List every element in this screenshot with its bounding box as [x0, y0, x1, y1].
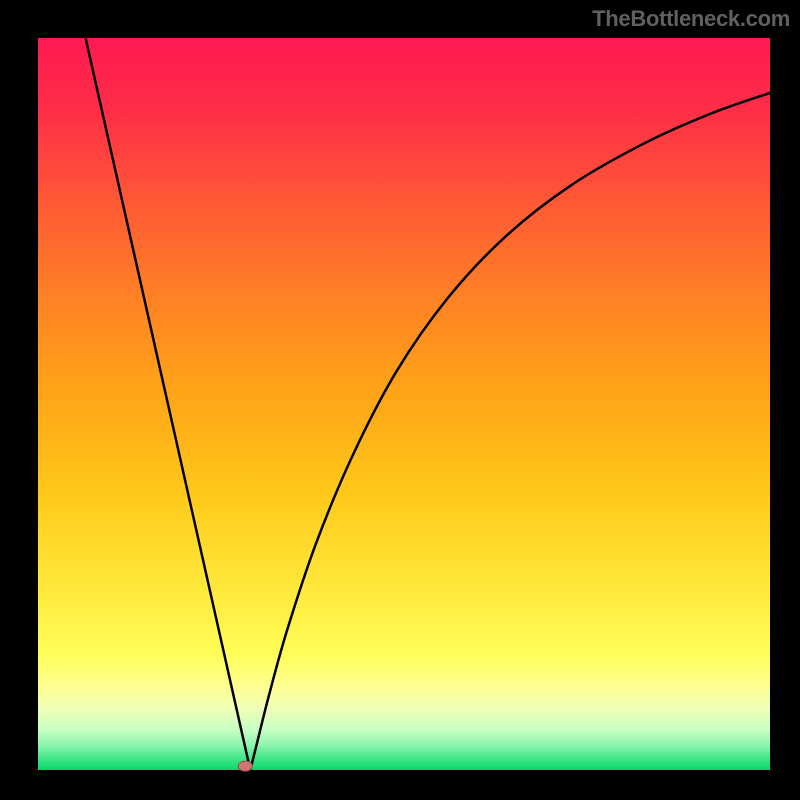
watermark-text: TheBottleneck.com [592, 6, 790, 32]
curve-overlay [38, 38, 770, 770]
plot-area [38, 38, 770, 770]
optimal-point-marker [238, 761, 252, 772]
bottleneck-curve [86, 38, 770, 770]
